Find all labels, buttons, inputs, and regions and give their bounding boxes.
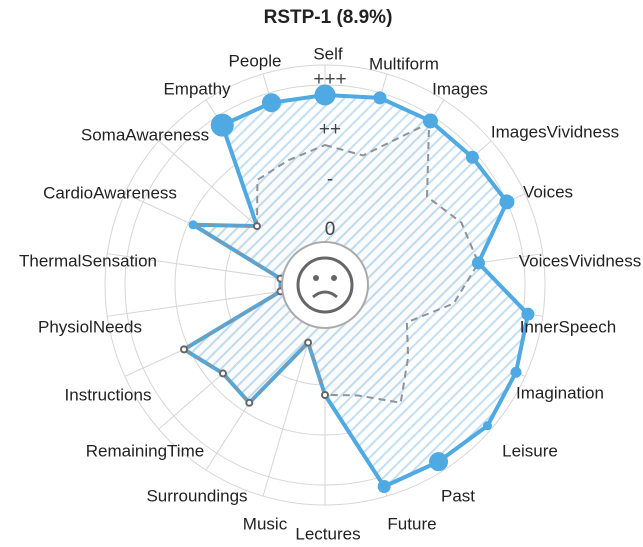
r-tick-label: +++ (313, 69, 346, 90)
spoke (262, 328, 313, 497)
marker (510, 366, 522, 378)
category-label: Empathy (163, 79, 231, 98)
category-label: Past (441, 486, 475, 505)
marker (373, 91, 387, 105)
marker (218, 369, 227, 378)
spoke (107, 253, 281, 280)
category-label: Multiform (369, 54, 439, 73)
category-label: Images (432, 79, 488, 98)
center-icon (281, 241, 369, 329)
marker (377, 479, 391, 493)
marker (321, 391, 329, 399)
marker (422, 113, 438, 129)
category-label: RemainingTime (86, 441, 204, 460)
category-label: People (229, 51, 282, 70)
marker (471, 256, 485, 270)
category-label: CardioAwareness (43, 183, 177, 202)
marker (429, 452, 449, 472)
category-label: Instructions (65, 385, 152, 404)
category-label: PhysiolNeeds (38, 317, 142, 336)
marker (521, 307, 535, 321)
category-label: SomaAwareness (81, 125, 209, 144)
marker (314, 84, 336, 106)
marker (482, 421, 492, 431)
marker (245, 398, 254, 407)
category-label: Self (313, 44, 343, 63)
category-label: ImagesVividness (491, 122, 619, 141)
marker (210, 113, 234, 137)
category-label: Lectures (295, 524, 360, 543)
category-label: InnerSpeech (520, 317, 616, 336)
marker (261, 93, 281, 113)
r-tick-label: 0 (325, 219, 336, 240)
spoke (107, 290, 281, 317)
category-label: Surroundings (146, 486, 247, 505)
chart-title: RSTP-1 (8.9%) (264, 7, 393, 28)
marker (180, 345, 189, 354)
category-label: Music (243, 514, 288, 533)
marker (304, 338, 313, 347)
category-label: Future (387, 514, 436, 533)
category-label: Leisure (502, 441, 558, 460)
marker (188, 220, 198, 230)
category-label: VoicesVividness (519, 251, 642, 270)
marker (465, 150, 479, 164)
r-tick-label: - (327, 169, 333, 190)
r-tick-label: ++ (319, 119, 341, 140)
marker (499, 194, 515, 210)
category-label: Imagination (516, 383, 604, 402)
category-label: Voices (523, 182, 573, 201)
marker (252, 222, 261, 231)
category-label: ThermalSensation (19, 251, 157, 270)
